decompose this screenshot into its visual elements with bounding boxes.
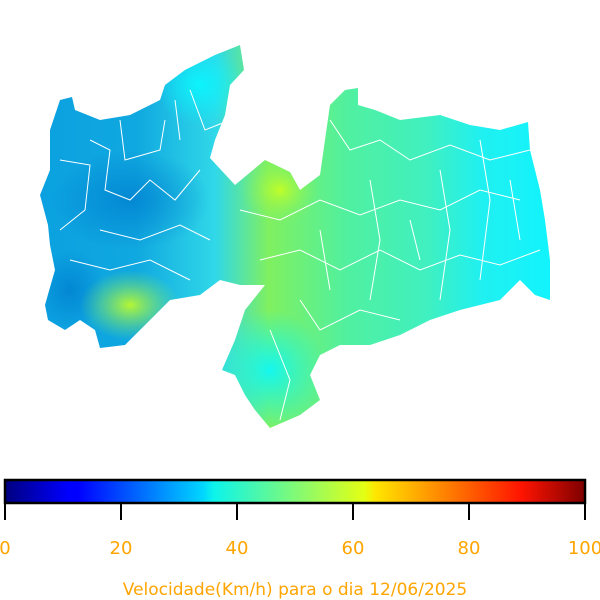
tick-label: 20 — [110, 538, 133, 559]
wind-field — [155, 45, 245, 125]
colorbar-ticks: 0 20 40 60 80 100 — [0, 503, 600, 559]
municipal-borders — [59, 89, 541, 421]
wind-field — [80, 270, 180, 340]
state-map — [40, 45, 550, 428]
tick-label: 60 — [342, 538, 365, 559]
tick-label: 80 — [458, 538, 481, 559]
tick-label: 0 — [0, 538, 11, 559]
colorbar-label: Velocidade(Km/h) para o dia 12/06/2025 — [123, 580, 467, 600]
colorbar — [3, 478, 587, 505]
tick-label: 100 — [568, 538, 600, 559]
tick-label: 40 — [226, 538, 249, 559]
wind-field — [215, 310, 325, 428]
wind-field — [240, 155, 320, 225]
